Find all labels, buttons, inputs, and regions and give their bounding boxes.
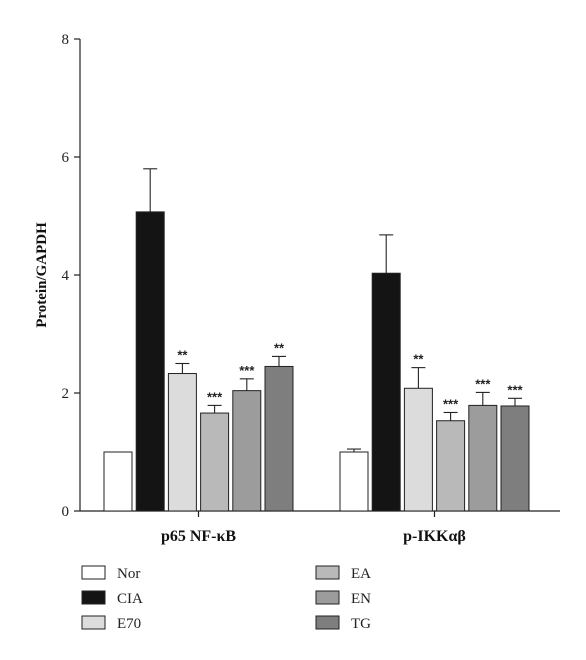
legend: Nor CIA E70 EA EN TG xyxy=(81,565,371,632)
legend-swatch xyxy=(315,615,340,630)
legend-swatch xyxy=(81,615,106,630)
bar-e70 xyxy=(167,373,197,512)
y-tick-label: 8 xyxy=(62,32,70,48)
bar-e70 xyxy=(403,387,433,512)
legend-swatch xyxy=(315,590,340,605)
y-tick-label: 0 xyxy=(62,504,70,520)
legend-label: EN xyxy=(351,591,371,607)
y-tick-label: 2 xyxy=(62,386,70,402)
bar-tg xyxy=(500,405,530,512)
x-category-label: p65 NF-κB xyxy=(161,528,236,545)
legend-swatch xyxy=(81,590,106,605)
bar-ea xyxy=(200,412,230,512)
bar-cia xyxy=(371,272,401,512)
x-category-label: p-IKKαβ xyxy=(403,528,466,545)
y-tick-label: 4 xyxy=(62,268,70,284)
legend-label: TG xyxy=(351,616,371,632)
legend-label: EA xyxy=(351,566,371,582)
significance-marker: ** xyxy=(177,348,188,363)
legend-swatch xyxy=(315,565,340,580)
bar-nor xyxy=(339,451,369,512)
significance-marker: *** xyxy=(207,389,223,404)
axes: 0 2 4 6 8 p65 NF-κB p-IKKαβ xyxy=(62,32,560,545)
y-axis-label: Protein/GAPDH xyxy=(34,222,50,328)
bar-cia xyxy=(135,211,165,512)
bar-en xyxy=(468,404,498,512)
bars: ****************** *** xyxy=(103,168,530,512)
legend-swatch xyxy=(81,565,106,580)
bar-en xyxy=(232,390,262,512)
y-tick-label: 6 xyxy=(62,150,70,166)
bar-tg xyxy=(264,365,294,512)
significance-marker: *** xyxy=(507,382,523,397)
legend-label: Nor xyxy=(117,566,140,582)
significance-marker: *** xyxy=(443,396,459,411)
significance-marker: ** xyxy=(413,352,424,367)
significance-marker: *** xyxy=(475,376,491,391)
bar-ea xyxy=(436,420,466,512)
significance-marker: ** xyxy=(274,340,285,355)
legend-label: E70 xyxy=(117,616,141,632)
bar-nor xyxy=(103,451,133,512)
legend-label: CIA xyxy=(117,591,143,607)
significance-marker: *** xyxy=(239,363,255,378)
